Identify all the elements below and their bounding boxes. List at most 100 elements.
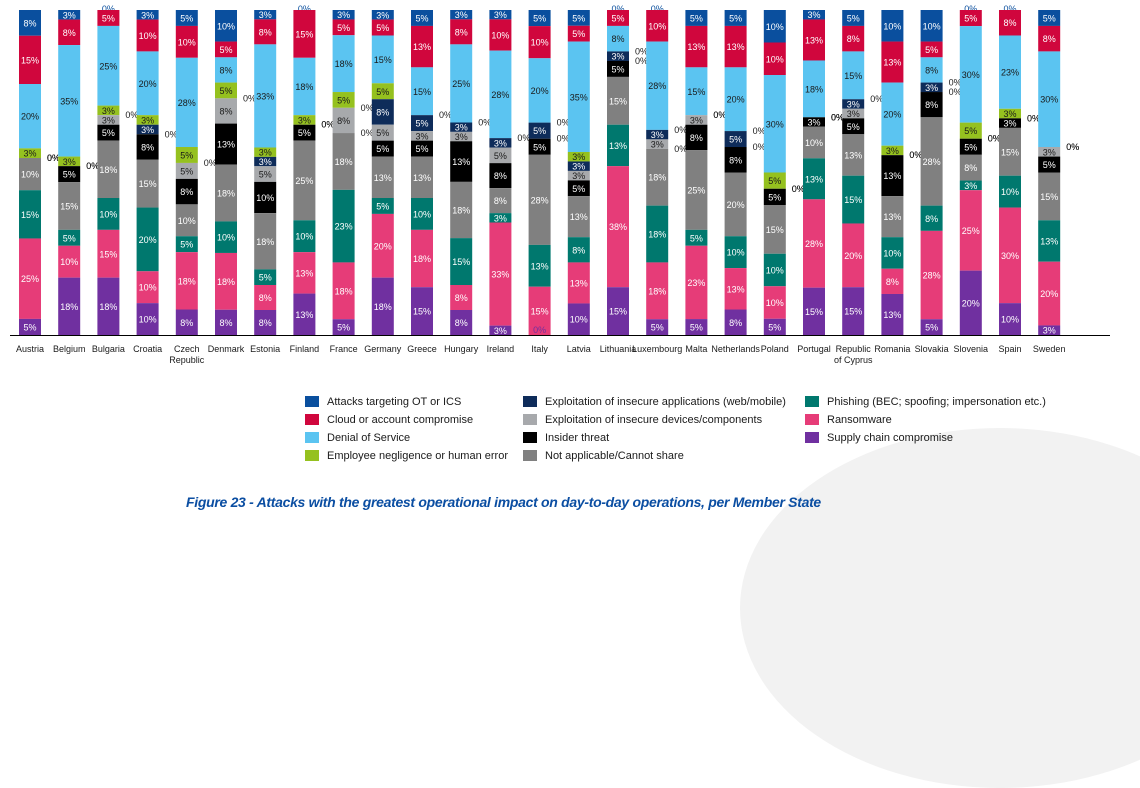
- data-label: 20%: [139, 235, 157, 245]
- data-label: 3%: [455, 132, 468, 142]
- data-label: 8%: [180, 187, 193, 197]
- data-label: 25%: [687, 186, 705, 196]
- bar-segment-denmark-denial-of-service: [215, 57, 237, 83]
- data-label: 3%: [141, 115, 154, 125]
- bar-segment-republic-of-cyprus-insider-threat: [842, 118, 865, 135]
- bar-segment-spain-phishing-bec-spoofing-impersonation-etc: [999, 175, 1021, 208]
- bar-segment-czech-republic-employee-negligence-or-human-error: [175, 147, 198, 163]
- bar-segment-malta-supply-chain-compromise: [685, 319, 708, 335]
- bar-segment-estonia-ransomware: [254, 285, 277, 310]
- data-label: 5%: [376, 87, 389, 97]
- zero-data-label: 0%: [361, 128, 374, 138]
- data-label: 8%: [925, 100, 938, 110]
- data-label: 3%: [847, 109, 860, 119]
- zero-data-label: 0%: [909, 150, 922, 160]
- bar-segment-france-denial-of-service: [332, 35, 355, 93]
- data-label: 5%: [415, 119, 428, 129]
- bar-segment-france-employee-negligence-or-human-error: [332, 92, 355, 108]
- bar-segment-finland-not-applicable-cannot-share: [293, 140, 316, 221]
- x-tick-label-latvia: Latvia: [567, 344, 591, 354]
- data-label: 18%: [335, 286, 353, 296]
- data-label: 5%: [180, 13, 193, 23]
- legend-label: Denial of Service: [327, 431, 411, 444]
- zero-data-label: 0%: [949, 87, 962, 97]
- data-label: 5%: [376, 128, 389, 138]
- bar-stack-slovenia: 0%5%30%5%0%0%5%8%3%25%20%: [959, 4, 1001, 335]
- bar-segment-republic-of-cyprus-attacks-targeting-ot-or-ics: [842, 10, 865, 26]
- zero-data-label: 0%: [361, 103, 374, 113]
- bar-segment-slovakia-phishing-bec-spoofing-impersonation-etc: [920, 205, 943, 231]
- bar-stack-austria: 8%15%20%3% 0%0%0%10%15%25%5%: [19, 10, 60, 335]
- data-label: 8%: [925, 214, 938, 224]
- data-label: 18%: [295, 82, 313, 92]
- bar-segment-lithuania-supply-chain-compromise: [607, 287, 629, 335]
- bar-segment-luxembourg-denial-of-service: [646, 41, 669, 130]
- bars-layer: 8% 15% 20% 3% 0% 0% 0% 10% 15% 25% 5% 3%8%35%3% 0%0%…: [19, 4, 1079, 336]
- data-label: 10%: [727, 248, 745, 258]
- data-label: 10%: [766, 298, 784, 308]
- bar-stack-estonia: 3%8%33%3%3%5%10%18%5%8%8%: [254, 10, 277, 335]
- bar-segment-croatia-exploitation-of-insecure-applications-web-mobile: [136, 124, 159, 135]
- data-label: 28%: [805, 239, 823, 249]
- data-label: 10%: [1001, 315, 1019, 325]
- bar-stack-belgium: 3%8%35%3% 0%0%5%15%5%10%18%: [58, 10, 99, 335]
- zero-data-label: 0%: [243, 93, 256, 103]
- data-label: 5%: [219, 86, 232, 96]
- legend-swatch: [805, 432, 819, 443]
- x-axis-labels: Austria Belgium Bulgaria Croatia CzechRepubl…: [16, 344, 1065, 365]
- data-label: 3%: [494, 10, 507, 20]
- data-label: 13%: [844, 150, 862, 160]
- data-label: 25%: [21, 274, 39, 284]
- bar-segment-slovenia-employee-negligence-or-human-error: [959, 122, 982, 139]
- data-label: 18%: [374, 302, 392, 312]
- data-label: 23%: [687, 278, 705, 288]
- bar-segment-hungary-exploitation-of-insecure-devices-components: [450, 131, 473, 142]
- bar-segment-austria-employee-negligence-or-human-error: [19, 148, 41, 159]
- data-label: 15%: [1001, 147, 1019, 157]
- bar-stack-france: 3% 5% 18% 5% 0% 8% 0% 18% 23% 18% 5%: [332, 10, 374, 335]
- bar-segment-republic-of-cyprus-exploitation-of-insecure-devices-components: [842, 108, 865, 119]
- legend-item-employee-negligence-or-human-error: Employee negligence or human error: [305, 448, 523, 463]
- data-label: 5%: [611, 64, 624, 74]
- data-label: 18%: [99, 302, 117, 312]
- data-label: 20%: [727, 200, 745, 210]
- data-label: 5%: [690, 13, 703, 23]
- data-label: 13%: [609, 141, 627, 151]
- data-label: 15%: [531, 306, 549, 316]
- bar-segment-croatia-denial-of-service: [136, 51, 159, 116]
- data-label: 5%: [964, 142, 977, 152]
- bar-stack-netherlands: 5% 13% 20% 0% 5% 0% 8% 20% 10% 13% 8%: [724, 10, 766, 335]
- data-label: 13%: [883, 310, 901, 320]
- data-label: 5%: [847, 13, 860, 23]
- data-label: 8%: [964, 163, 977, 173]
- data-label: 13%: [1040, 237, 1058, 247]
- data-label: 13%: [452, 157, 470, 167]
- data-label: 20%: [374, 241, 392, 251]
- bar-segment-czech-republic-ransomware: [175, 252, 198, 310]
- bar-segment-latvia-denial-of-service: [567, 41, 590, 152]
- bar-segment-bulgaria-ransomware: [97, 229, 120, 278]
- bar-segment-austria-supply-chain-compromise: [19, 318, 41, 335]
- bar-segment-sweden-phishing-bec-spoofing-impersonation-etc: [1038, 220, 1061, 262]
- data-label: 8%: [1003, 18, 1016, 28]
- bar-segment-portugal-phishing-bec-spoofing-impersonation-etc: [803, 158, 825, 200]
- data-label: 10%: [60, 257, 78, 267]
- bar-segment-slovenia-denial-of-service: [959, 26, 982, 123]
- data-label: 20%: [727, 95, 745, 105]
- data-label: 13%: [413, 42, 431, 52]
- data-label: 3%: [494, 138, 507, 148]
- data-label: 20%: [844, 251, 862, 261]
- data-label: 15%: [21, 210, 39, 220]
- zero-data-label: 0%: [47, 153, 60, 163]
- data-label: 5%: [533, 126, 546, 136]
- bar-segment-estonia-not-applicable-cannot-share: [254, 213, 277, 270]
- zero-data-label: 0%: [753, 142, 766, 152]
- bar-segment-czech-republic-not-applicable-cannot-share: [175, 204, 198, 237]
- bar-segment-estonia-employee-negligence-or-human-error: [254, 147, 277, 157]
- data-label: 8%: [455, 293, 468, 303]
- bar-segment-lithuania-phishing-bec-spoofing-impersonation-etc: [607, 124, 629, 167]
- bar-segment-france-attacks-targeting-ot-or-ics: [332, 10, 355, 20]
- data-label: 10%: [217, 21, 235, 31]
- zero-data-label: 0%: [713, 110, 726, 120]
- x-tick-label-poland: Poland: [761, 344, 789, 354]
